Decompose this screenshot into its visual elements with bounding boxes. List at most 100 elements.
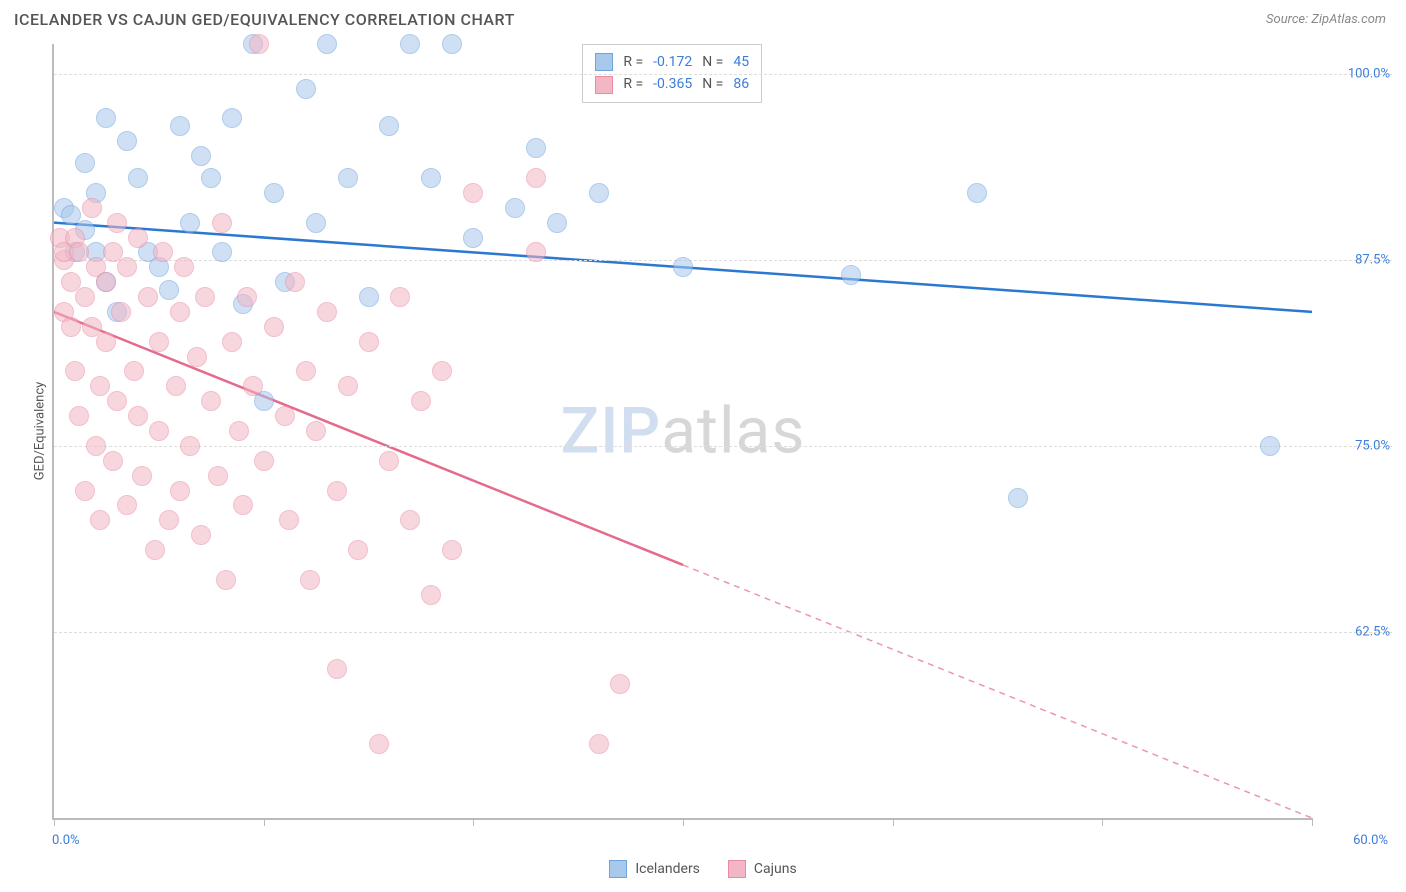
data-point	[317, 302, 337, 322]
x-tick	[54, 818, 55, 826]
data-point	[275, 406, 295, 426]
plot-area: GED/Equivalency ZIPatlas R = -0.172 N = …	[52, 44, 1312, 820]
legend-label-cajuns: Cajuns	[754, 861, 797, 877]
data-point	[75, 481, 95, 501]
data-point	[306, 213, 326, 233]
data-point	[86, 436, 106, 456]
data-point	[327, 481, 347, 501]
data-point	[170, 302, 190, 322]
data-point	[201, 391, 221, 411]
y-tick-label: 87.5%	[1355, 252, 1390, 267]
data-point	[145, 540, 165, 560]
data-point	[338, 376, 358, 396]
data-point	[149, 421, 169, 441]
data-point	[421, 585, 441, 605]
data-point	[432, 361, 452, 381]
r-value-cajuns: -0.365	[653, 73, 692, 95]
x-tick	[1312, 818, 1313, 826]
watermark-part1: ZIP	[561, 394, 662, 469]
data-point	[69, 406, 89, 426]
data-point	[254, 451, 274, 471]
data-point	[463, 183, 483, 203]
data-point	[296, 361, 316, 381]
data-point	[191, 525, 211, 545]
data-point	[610, 674, 630, 694]
data-point	[589, 183, 609, 203]
gridline	[54, 74, 1392, 75]
r-label: R =	[623, 51, 643, 73]
gridline	[54, 260, 1392, 261]
data-point	[128, 168, 148, 188]
gridline	[54, 632, 1392, 633]
y-tick-label: 62.5%	[1355, 624, 1390, 639]
stats-row-icelanders: R = -0.172 N = 45	[595, 51, 749, 73]
data-point	[359, 332, 379, 352]
n-label: N =	[702, 51, 723, 73]
data-point	[589, 734, 609, 754]
data-point	[138, 287, 158, 307]
data-point	[216, 570, 236, 590]
data-point	[306, 421, 326, 441]
data-point	[229, 421, 249, 441]
data-point	[90, 510, 110, 530]
data-point	[505, 198, 525, 218]
data-point	[166, 376, 186, 396]
data-point	[222, 108, 242, 128]
data-point	[411, 391, 431, 411]
data-point	[96, 332, 116, 352]
data-point	[187, 347, 207, 367]
data-point	[249, 34, 269, 54]
x-tick	[473, 818, 474, 826]
x-axis-max-label: 60.0%	[1353, 833, 1388, 848]
data-point	[264, 183, 284, 203]
data-point	[243, 376, 263, 396]
data-point	[212, 213, 232, 233]
x-tick	[264, 818, 265, 826]
y-axis-label: GED/Equivalency	[33, 382, 48, 481]
data-point	[96, 108, 116, 128]
chart-source: Source: ZipAtlas.com	[1266, 12, 1386, 27]
swatch-icelanders	[595, 53, 613, 71]
n-value-cajuns: 86	[733, 73, 749, 95]
data-point	[673, 257, 693, 277]
r-value-icelanders: -0.172	[653, 51, 692, 73]
data-point	[348, 540, 368, 560]
data-point	[170, 481, 190, 501]
data-point	[379, 116, 399, 136]
data-point	[96, 272, 116, 292]
data-point	[1008, 488, 1028, 508]
data-point	[61, 317, 81, 337]
data-point	[237, 287, 257, 307]
data-point	[547, 213, 567, 233]
data-point	[390, 287, 410, 307]
data-point	[107, 391, 127, 411]
data-point	[128, 228, 148, 248]
data-point	[159, 280, 179, 300]
x-tick	[683, 818, 684, 826]
data-point	[400, 34, 420, 54]
data-point	[526, 138, 546, 158]
data-point	[379, 451, 399, 471]
data-point	[369, 734, 389, 754]
data-point	[442, 34, 462, 54]
data-point	[159, 510, 179, 530]
r-label: R =	[623, 73, 643, 95]
data-point	[149, 332, 169, 352]
data-point	[279, 510, 299, 530]
chart-header: ICELANDER VS CAJUN GED/EQUIVALENCY CORRE…	[0, 0, 1406, 35]
data-point	[103, 451, 123, 471]
data-point	[967, 183, 987, 203]
data-point	[400, 510, 420, 530]
bottom-legend: Icelanders Cajuns	[0, 860, 1406, 878]
data-point	[233, 495, 253, 515]
data-point	[107, 213, 127, 233]
legend-label-icelanders: Icelanders	[635, 861, 700, 877]
data-point	[300, 570, 320, 590]
watermark-part2: atlas	[661, 394, 805, 469]
y-tick-label: 75.0%	[1355, 438, 1390, 453]
data-point	[128, 406, 148, 426]
data-point	[526, 168, 546, 188]
data-point	[841, 265, 861, 285]
data-point	[1260, 436, 1280, 456]
swatch-cajuns	[595, 76, 613, 94]
